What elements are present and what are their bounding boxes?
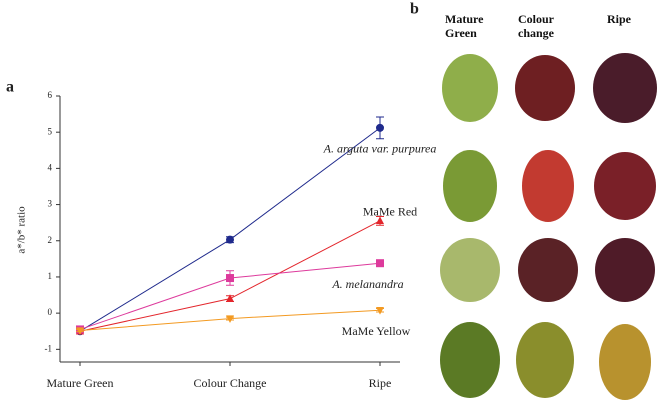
fruit [522,150,574,222]
fruit [440,238,500,302]
fruit-photos [440,53,657,400]
fruit [518,238,578,302]
fruit [442,54,498,122]
fruit [594,152,656,220]
y-tick-label: 5 [48,126,53,136]
marker [76,327,84,335]
series-label: A. arguta var. purpurea [323,142,437,156]
fruit [515,55,575,121]
photo-column-header: Ripe [607,12,631,26]
y-tick-label: 3 [48,199,53,209]
marker [376,216,384,225]
y-tick-label: 2 [48,235,53,245]
series-label: A. melanandra [331,277,403,291]
y-tick-label: 4 [48,162,53,172]
panel-label: b [410,1,419,18]
x-tick-label: Mature Green [47,376,114,390]
fruit [443,150,497,222]
fruit [599,324,651,400]
y-tick-label: -1 [45,343,53,353]
y-tick-label: 1 [48,271,53,281]
fruit [595,238,655,302]
y-tick-label: 0 [48,307,53,317]
marker [226,294,234,302]
marker [226,315,234,323]
fruit [593,53,657,123]
y-axis-title: a*/b* ratio [16,206,28,254]
x-tick-label: Ripe [369,376,392,390]
marker [376,259,384,268]
series-label: MaMe Yellow [342,324,411,338]
photo-column-header: Colour change [518,12,554,40]
marker [226,274,234,283]
panel-label: a [6,79,14,96]
series-label: MaMe Red [363,205,417,219]
y-tick-label: 6 [48,90,53,100]
x-tick-label: Colour Change [194,376,267,390]
marker [226,235,234,244]
fruit [516,322,574,398]
marker [376,307,384,315]
marker [376,123,384,132]
fruit [440,322,500,398]
photo-column-header: Mature Green [445,12,484,40]
